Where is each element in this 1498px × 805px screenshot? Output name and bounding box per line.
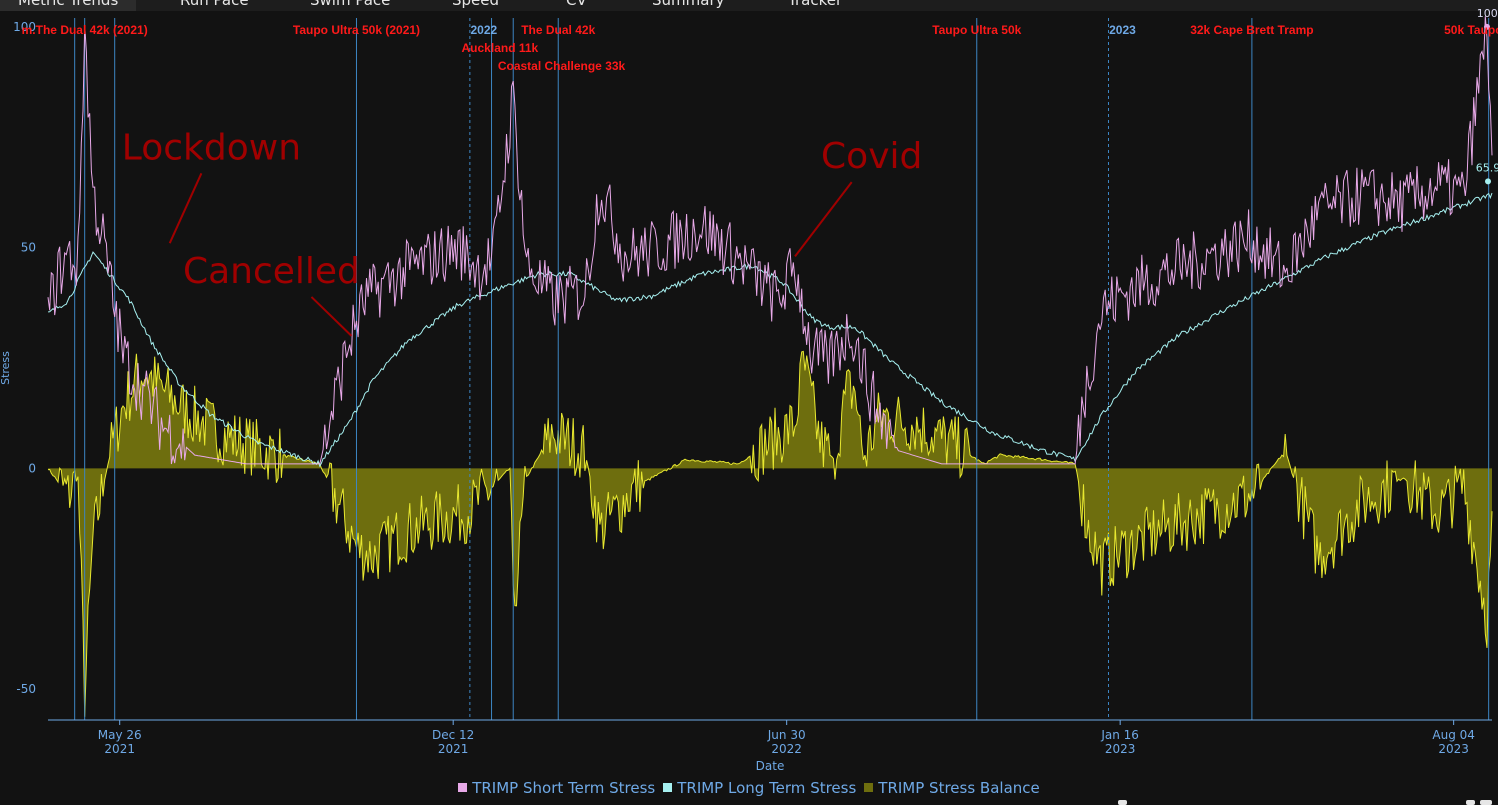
x-tick-year-label: 2023: [1438, 742, 1469, 756]
stress-balance-area: [48, 351, 1492, 717]
short-term-stress-line: [47, 16, 1493, 465]
event-markers: [74, 18, 1490, 720]
tab-cv[interactable]: CV: [566, 0, 587, 9]
legend-label: TRIMP Short Term Stress: [472, 779, 656, 797]
x-tick-label: May 26: [98, 728, 142, 742]
scroll-handle-right[interactable]: [1466, 800, 1475, 805]
event-label: Coastal Challenge 33k: [498, 59, 626, 73]
x-tick-label: Dec 12: [432, 728, 474, 742]
tab-swim-pace[interactable]: Swim Pace: [310, 0, 391, 9]
legend-item-long[interactable]: TRIMP Long Term Stress: [663, 779, 856, 797]
event-label: Auckland 11k: [462, 41, 539, 55]
year-label: 2023: [1109, 23, 1136, 37]
event-label: 32k Cape Brett Tramp: [1190, 23, 1313, 37]
scroll-handle-left[interactable]: [1118, 800, 1127, 805]
event-label: 50k Taupo Ultra: [1444, 23, 1498, 37]
y-axis-title: Stress: [0, 351, 12, 385]
legend-label: TRIMP Stress Balance: [878, 779, 1040, 797]
tab-metric-trends[interactable]: Metric Trends: [0, 0, 137, 11]
x-tick-label: Jan 16: [1100, 728, 1139, 742]
legend-item-balance[interactable]: TRIMP Stress Balance: [864, 779, 1040, 797]
event-label: Taupo Ultra 50k (2021): [293, 23, 420, 37]
annotation-text: Lockdown: [122, 127, 301, 168]
legend-swatch: [458, 783, 468, 792]
legend-swatch: [864, 783, 874, 792]
x-axis-title: Date: [755, 759, 785, 773]
long-term-end-label: 65.9: [1476, 161, 1498, 174]
tab-bar: Metric Trends Run Pace Swim Pace Speed CV Sum…: [0, 0, 1498, 11]
annotation-text: Cancelled: [183, 251, 360, 292]
x-tick-year-label: 2023: [1105, 742, 1136, 756]
annotation-pointer: [310, 296, 353, 337]
legend-swatch: [663, 783, 673, 792]
legend: TRIMP Short Term Stress TRIMP Long Term S…: [0, 779, 1498, 797]
long-term-end-point: [1485, 178, 1491, 185]
short-term-stress-layer: 100.: [47, 7, 1498, 465]
stress-balance-layer: [47, 350, 1493, 717]
annotations: Lockdown Cancelled Covid: [122, 127, 922, 337]
y-tick-label: 50: [21, 241, 36, 255]
annotation-pointer: [794, 181, 853, 258]
tab-summary[interactable]: Summary: [652, 0, 725, 9]
y-tick-label: -50: [16, 682, 36, 696]
x-tick-label: Jun 30: [767, 728, 806, 742]
short-term-end-label: 100.: [1477, 7, 1498, 20]
y-tick-label: 100: [13, 20, 36, 34]
x-tick-year-label: 2021: [438, 742, 469, 756]
x-tick-label: Aug 04: [1432, 728, 1475, 742]
legend-item-short[interactable]: TRIMP Short Term Stress: [458, 779, 655, 797]
long-term-stress-layer: 65.9: [47, 161, 1498, 468]
x-tick-year-label: 2021: [104, 742, 135, 756]
event-label: Taupo Ultra 50k: [932, 23, 1021, 37]
annotation-text: Covid: [821, 136, 922, 177]
short-term-end-point: [1483, 23, 1490, 30]
y-tick-label: 0: [28, 461, 36, 475]
x-tick-year-label: 2022: [771, 742, 802, 756]
year-label: 2022: [471, 23, 498, 37]
tab-speed[interactable]: Speed: [452, 0, 500, 9]
long-term-stress-line: [47, 192, 1493, 468]
legend-label: TRIMP Long Term Stress: [677, 779, 857, 797]
annotation-pointer: [168, 172, 203, 244]
event-label: m.The Dual 42k (2021): [22, 23, 148, 37]
event-label: The Dual 42k: [521, 23, 595, 37]
tab-run-pace[interactable]: Run Pace: [180, 0, 249, 9]
event-labels: Taupo Ultra 50k (2021) The Dual 42k Taupo …: [22, 23, 1498, 73]
tab-tracker[interactable]: Tracker: [788, 0, 843, 9]
scroll-handle-end[interactable]: [1480, 800, 1492, 805]
stress-balance-line: [47, 350, 1493, 717]
